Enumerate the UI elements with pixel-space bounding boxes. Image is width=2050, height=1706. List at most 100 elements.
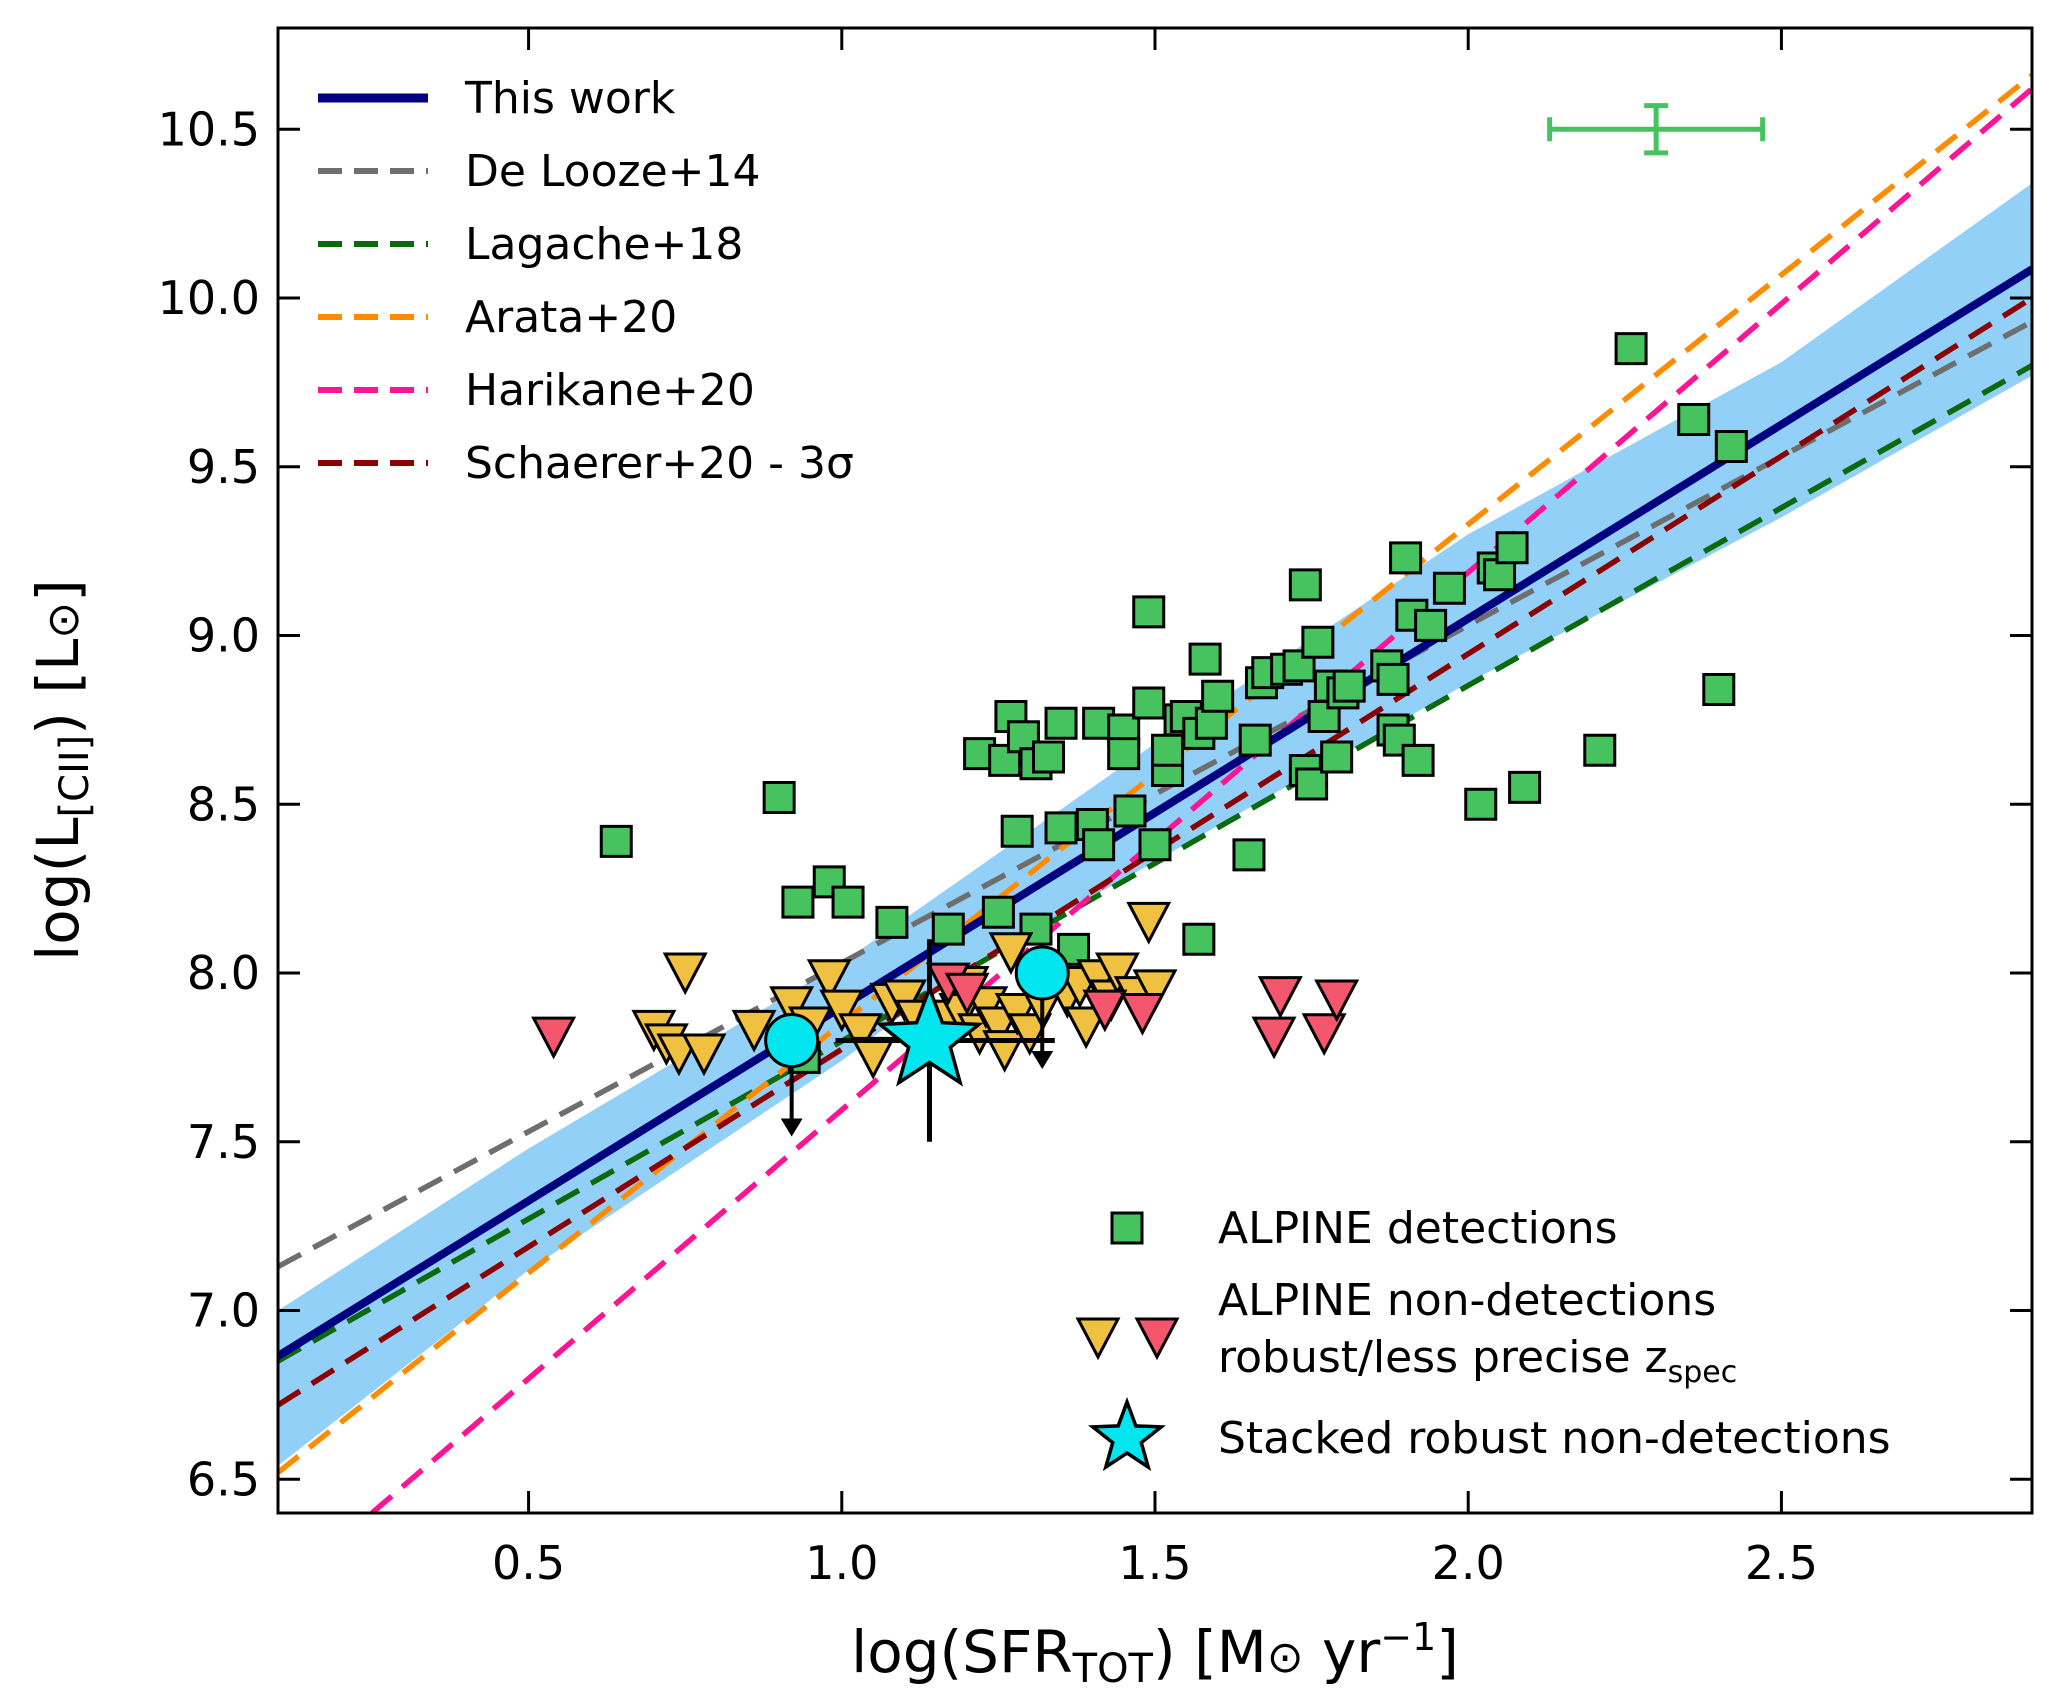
detection-point — [781, 885, 815, 919]
non-detection-robust-point — [1126, 901, 1172, 945]
detection-point — [1044, 706, 1078, 740]
non-detection-robust-point — [1132, 969, 1178, 1013]
non-detection-robust-point — [681, 1033, 727, 1077]
upper-limit-arrowhead — [780, 1118, 803, 1137]
non-detection-less-precise-point — [1119, 993, 1165, 1036]
y-tick-label: 8.0 — [187, 946, 260, 1000]
non-detection-robust-point — [1094, 952, 1140, 996]
legend-label: This work — [464, 73, 676, 124]
non-detection-robust-point — [1063, 1006, 1109, 1050]
detection-point — [1132, 595, 1166, 629]
non-detection-robust-point — [806, 959, 852, 1002]
x-tick-label: 1.0 — [805, 1536, 878, 1590]
detection-point — [1464, 787, 1498, 821]
detection-point — [1132, 686, 1166, 720]
detection-point — [1614, 332, 1648, 366]
legend-label: Harikane+20 — [465, 365, 755, 416]
legend-bottom-right: ALPINE detections ALPINE non-detections ro… — [1075, 1203, 1891, 1472]
y-tick-label: 6.5 — [187, 1452, 260, 1506]
non-detection-less-precise-point — [944, 972, 990, 1016]
legend-label: Schaerer+20 - 3σ — [465, 438, 854, 489]
non-detection-robust-point — [662, 952, 708, 996]
detection-point — [762, 781, 796, 814]
upper-limit-arrowhead — [1031, 1051, 1054, 1069]
detection-point — [1201, 679, 1235, 713]
detection-point — [1288, 568, 1322, 602]
non-detection-less-precise-point — [1257, 976, 1303, 1019]
detection-point — [1107, 737, 1141, 771]
y-tick-label: 10.0 — [158, 271, 260, 325]
detection-point — [1082, 828, 1116, 862]
x-axis-label: log(SFRTOT) [M⊙ yr−1] — [851, 1615, 1459, 1692]
non-detection-less-precise-point — [1251, 1016, 1297, 1060]
legend-star-marker — [1087, 1396, 1167, 1472]
detection-point — [1382, 723, 1416, 757]
legend-label: Stacked robust non-detections — [1218, 1413, 1891, 1464]
non-detection-less-precise-point — [531, 1016, 577, 1060]
legend-top-left: This work De Looze+14 Lagache+18 Arata+20 Ha… — [318, 73, 854, 489]
detection-point — [1401, 743, 1435, 777]
plot-area — [278, 73, 2032, 1513]
x-tick-label: 0.5 — [492, 1536, 565, 1590]
detection-point — [1376, 662, 1410, 696]
non-detection-robust-point — [731, 1009, 777, 1053]
detection-point — [1188, 642, 1222, 676]
detection-point — [599, 824, 633, 858]
detection-point — [1044, 811, 1078, 845]
detection-point — [1702, 673, 1736, 706]
y-tick-label: 8.5 — [187, 777, 260, 831]
non-detection-less-precise-point — [1082, 989, 1128, 1033]
stack-circle-point — [1014, 945, 1070, 1001]
legend-label: robust/less precise zspec — [1218, 1332, 1737, 1390]
detection-point — [1414, 608, 1448, 642]
confidence-band — [278, 183, 2032, 1466]
non-detection-less-precise-point — [1314, 979, 1360, 1023]
non-detection-less-precise-point — [1301, 1013, 1347, 1056]
non-detection-robust-point — [838, 1013, 884, 1056]
detection-point — [1113, 794, 1147, 828]
legend-label: ALPINE detections — [1218, 1203, 1618, 1254]
y-tick-label: 10.5 — [158, 102, 260, 156]
detection-point — [1138, 828, 1172, 862]
legend-label: De Looze+14 — [465, 146, 761, 197]
non-detection-robust-point — [819, 989, 865, 1033]
y-tick-label: 7.5 — [187, 1115, 260, 1169]
non-detection-robust-point — [988, 932, 1034, 975]
detection-point — [1714, 430, 1748, 463]
detection-point — [1151, 733, 1185, 767]
detection-point — [1301, 625, 1335, 659]
detection-point — [931, 912, 965, 946]
legend-triangle-less-precise — [1134, 1317, 1180, 1361]
detection-point — [1432, 571, 1466, 605]
detection-point — [981, 895, 1015, 929]
legend-label: ALPINE non-detections — [1218, 1275, 1716, 1326]
y-tick-label: 9.0 — [187, 609, 260, 663]
detection-point — [1583, 733, 1617, 767]
x-tick-label: 1.5 — [1118, 1536, 1191, 1590]
legend-square-marker — [1110, 1211, 1144, 1245]
detection-point — [1295, 767, 1329, 801]
detection-point — [1677, 403, 1711, 436]
detection-point — [1495, 531, 1529, 565]
line-schaerer-20-3- — [278, 295, 2032, 1408]
detection-point — [1332, 669, 1366, 703]
detection-point — [1182, 922, 1216, 956]
y-tick-label: 7.0 — [187, 1284, 260, 1338]
y-tick-label: 9.5 — [187, 440, 260, 494]
line-lagache-18 — [278, 363, 2032, 1364]
non-detection-robust-point — [1007, 1013, 1053, 1056]
stacked-star-point — [875, 983, 984, 1087]
legend-label: Lagache+18 — [465, 219, 743, 270]
x-tick-label: 2.0 — [1432, 1536, 1505, 1590]
detection-point — [1232, 838, 1266, 872]
detection-point — [1508, 770, 1542, 804]
axis-ticks: 0.5 1.0 1.5 2.0 2.5 6.5 7.0 7.5 8.0 8.5 9.0 9.5 10.0… — [158, 28, 2032, 1590]
stack-circle-point — [764, 1013, 820, 1068]
detection-point — [831, 885, 865, 919]
legend-label: Arata+20 — [465, 292, 677, 343]
detection-point — [1238, 723, 1272, 757]
detection-point — [1000, 814, 1034, 848]
detection-point — [1032, 740, 1066, 774]
x-tick-label: 2.5 — [1745, 1536, 1818, 1590]
legend-triangle-robust — [1075, 1317, 1121, 1361]
